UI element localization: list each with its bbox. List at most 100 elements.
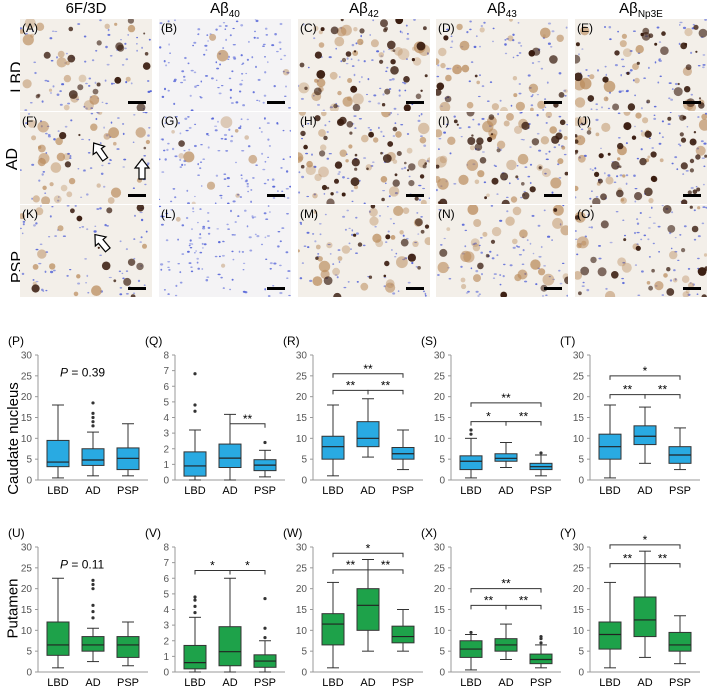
y-tick-label: 15 — [296, 605, 308, 616]
significance-label: ** — [501, 391, 511, 405]
significance-label: ** — [501, 577, 511, 591]
column-header-abeta-np3e: AβNp3E — [619, 0, 663, 20]
y-tick-label: 20 — [434, 392, 446, 403]
scale-bar — [128, 101, 146, 104]
box — [116, 636, 140, 658]
significance-label: * — [643, 533, 648, 547]
x-tick-label: PSP — [530, 485, 552, 497]
significance-label: * — [210, 558, 215, 572]
panel-label: (Y) — [560, 526, 576, 540]
outlier-point — [469, 432, 473, 436]
scale-bar — [544, 101, 562, 104]
box — [356, 588, 380, 631]
scale-bar — [267, 194, 285, 197]
y-tick-label: 7 — [163, 366, 169, 377]
panel-label: (M) — [300, 207, 318, 221]
significance-bracket — [367, 569, 404, 574]
micrograph-image — [298, 205, 430, 297]
scale-bar — [406, 101, 424, 104]
outlier-point — [91, 609, 95, 614]
panel-label: (N) — [438, 207, 455, 221]
y-tick-label: 30 — [296, 543, 308, 554]
outlier-point — [539, 634, 543, 639]
panel-label: (W) — [283, 526, 302, 540]
micrograph-image — [436, 205, 568, 297]
box — [598, 621, 622, 650]
box — [459, 455, 483, 471]
arrow-icon — [92, 142, 109, 162]
panel-label: (D) — [438, 21, 455, 35]
outlier-point — [193, 403, 197, 407]
significance-bracket — [470, 588, 542, 593]
outlier-point — [539, 451, 543, 455]
y-tick-label: 4 — [163, 413, 169, 424]
significance-label: ** — [363, 362, 373, 376]
significance-label: ** — [381, 558, 391, 572]
y-tick-label: 10 — [296, 434, 308, 445]
micrograph-image — [575, 112, 707, 204]
significance-bracket — [332, 373, 404, 378]
box — [633, 596, 657, 638]
significance-label: * — [643, 364, 648, 378]
y-tick-label: 0 — [578, 476, 584, 487]
y-tick-label: 25 — [434, 371, 446, 382]
outlier-point — [193, 611, 197, 615]
y-tick-label: 25 — [573, 563, 585, 574]
y-tick-label: 2 — [163, 444, 169, 455]
outlier-point — [263, 596, 267, 601]
y-tick-label: 5 — [439, 647, 445, 658]
y-tick-label: 10 — [21, 434, 33, 445]
p-value-annotation: P = 0.39 — [60, 365, 105, 379]
outlier-point — [91, 578, 95, 582]
y-tick-label: 20 — [296, 392, 308, 403]
y-tick-label: 20 — [573, 392, 585, 403]
box — [46, 439, 70, 468]
column-header-abeta42: Aβ42 — [349, 0, 379, 20]
significance-bracket — [505, 604, 542, 610]
scale-bar — [683, 194, 701, 197]
micrograph-panel: (G) — [159, 112, 291, 204]
y-tick-label: 25 — [434, 563, 446, 574]
y-tick-label: 10 — [573, 434, 585, 445]
p-value-annotation: P = 0.11 — [60, 557, 104, 571]
x-tick-label: PSP — [392, 677, 414, 689]
y-tick-label: 30 — [296, 351, 308, 362]
x-tick-label: AD — [360, 485, 375, 497]
scale-bar — [406, 194, 424, 197]
significance-label: ** — [623, 383, 633, 397]
y-tick-label: 30 — [21, 351, 33, 362]
significance-bracket — [609, 544, 681, 549]
y-tick-label: 20 — [573, 584, 585, 595]
panel-label: (B) — [161, 21, 177, 35]
micrograph-image — [20, 112, 152, 204]
y-tick-label: 5 — [26, 647, 32, 658]
y-tick-label: 10 — [573, 626, 585, 637]
panel-label: (C) — [300, 21, 317, 35]
y-tick-label: 30 — [573, 351, 585, 362]
box — [494, 453, 518, 462]
panel-label: (R) — [283, 334, 300, 348]
y-tick-label: 3 — [163, 429, 169, 440]
box — [218, 626, 242, 667]
y-tick-label: 5 — [439, 455, 445, 466]
box — [321, 613, 345, 646]
y-tick-label: 30 — [434, 351, 446, 362]
y-tick-label: 15 — [573, 413, 585, 424]
micrograph-image — [436, 112, 568, 204]
micrograph-panel: (D) — [436, 19, 568, 111]
x-tick-label: LBD — [322, 485, 343, 497]
micrograph-panel: (K) — [20, 205, 152, 297]
x-tick-label: LBD — [322, 677, 343, 689]
x-tick-label: PSP — [669, 485, 691, 497]
panel-label: (K) — [22, 207, 38, 221]
y-tick-label: 1 — [163, 652, 169, 663]
outlier-point — [193, 595, 197, 599]
y-tick-label: 0 — [163, 668, 169, 679]
panel-label: (H) — [300, 114, 317, 128]
y-tick-label: 25 — [573, 371, 585, 382]
x-tick-label: LBD — [460, 677, 481, 689]
y-tick-label: 4 — [163, 605, 169, 616]
outlier-point — [469, 630, 473, 635]
micrograph-image — [575, 205, 707, 297]
